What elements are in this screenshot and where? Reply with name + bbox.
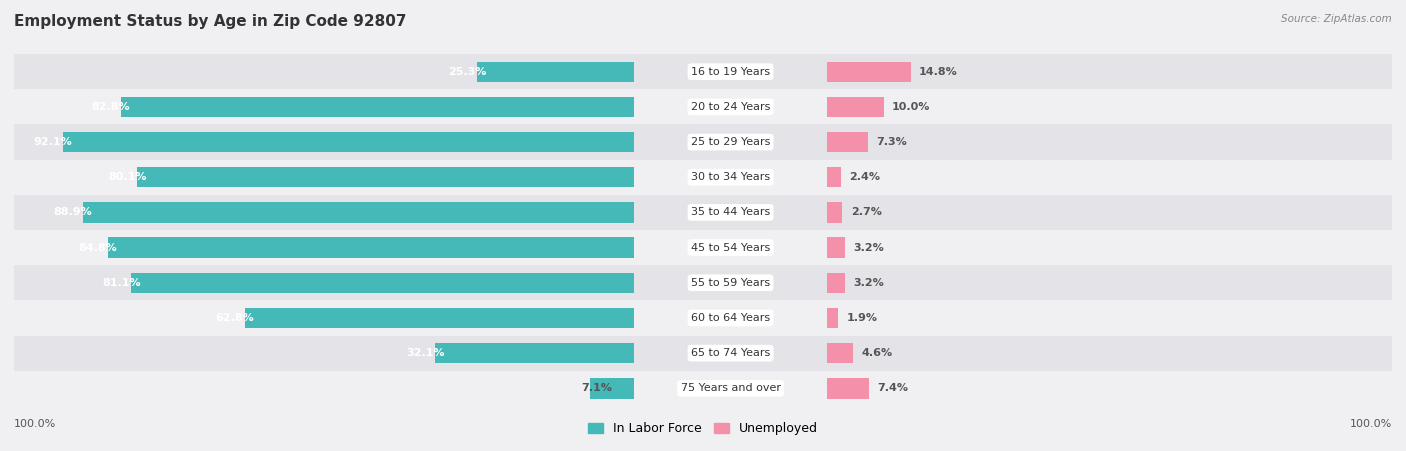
Bar: [827, 371, 1392, 406]
Bar: [634, 89, 827, 124]
Bar: [245, 308, 634, 328]
Bar: [634, 54, 827, 89]
Text: 55 to 59 Years: 55 to 59 Years: [690, 278, 770, 288]
Bar: [634, 124, 827, 160]
Text: Source: ZipAtlas.com: Source: ZipAtlas.com: [1281, 14, 1392, 23]
Text: Employment Status by Age in Zip Code 92807: Employment Status by Age in Zip Code 928…: [14, 14, 406, 28]
Bar: [14, 300, 634, 336]
Text: 10.0%: 10.0%: [891, 102, 931, 112]
Text: 92.1%: 92.1%: [34, 137, 72, 147]
Text: 7.3%: 7.3%: [877, 137, 907, 147]
Legend: In Labor Force, Unemployed: In Labor Force, Unemployed: [583, 417, 823, 440]
Bar: [14, 89, 634, 124]
Bar: [434, 343, 634, 364]
Bar: [83, 202, 634, 223]
Text: 65 to 74 Years: 65 to 74 Years: [690, 348, 770, 358]
Text: 35 to 44 Years: 35 to 44 Years: [690, 207, 770, 217]
Bar: [14, 124, 634, 160]
Bar: [14, 195, 634, 230]
Bar: [827, 124, 1392, 160]
Text: 88.9%: 88.9%: [53, 207, 93, 217]
Text: 16 to 19 Years: 16 to 19 Years: [690, 67, 770, 77]
Bar: [477, 61, 634, 82]
Bar: [63, 132, 634, 152]
Text: 45 to 54 Years: 45 to 54 Years: [690, 243, 770, 253]
Bar: [14, 265, 634, 300]
Text: 81.1%: 81.1%: [101, 278, 141, 288]
Text: 2.7%: 2.7%: [851, 207, 882, 217]
Text: 25 to 29 Years: 25 to 29 Years: [690, 137, 770, 147]
Bar: [827, 343, 853, 364]
Bar: [138, 167, 634, 188]
Text: 20 to 24 Years: 20 to 24 Years: [690, 102, 770, 112]
Text: 3.2%: 3.2%: [853, 243, 884, 253]
Bar: [634, 160, 827, 195]
Text: 84.8%: 84.8%: [79, 243, 118, 253]
Bar: [827, 97, 883, 117]
Bar: [827, 54, 1392, 89]
Text: 7.1%: 7.1%: [581, 383, 612, 393]
Text: 100.0%: 100.0%: [14, 419, 56, 429]
Bar: [827, 308, 838, 328]
Text: 3.2%: 3.2%: [853, 278, 884, 288]
Text: 14.8%: 14.8%: [920, 67, 957, 77]
Text: 60 to 64 Years: 60 to 64 Years: [690, 313, 770, 323]
Bar: [634, 300, 827, 336]
Bar: [827, 336, 1392, 371]
Bar: [591, 378, 634, 399]
Bar: [14, 160, 634, 195]
Bar: [827, 230, 1392, 265]
Bar: [14, 336, 634, 371]
Text: 80.1%: 80.1%: [108, 172, 146, 182]
Bar: [827, 195, 1392, 230]
Bar: [827, 132, 869, 152]
Bar: [827, 378, 869, 399]
Bar: [827, 61, 911, 82]
Text: 32.1%: 32.1%: [406, 348, 444, 358]
Text: 7.4%: 7.4%: [877, 383, 908, 393]
Bar: [827, 160, 1392, 195]
Text: 4.6%: 4.6%: [862, 348, 893, 358]
Bar: [131, 272, 634, 293]
Bar: [827, 300, 1392, 336]
Bar: [827, 167, 841, 188]
Bar: [634, 336, 827, 371]
Text: 62.8%: 62.8%: [215, 313, 254, 323]
Text: 82.8%: 82.8%: [91, 102, 129, 112]
Bar: [14, 54, 634, 89]
Bar: [634, 265, 827, 300]
Bar: [14, 230, 634, 265]
Text: 100.0%: 100.0%: [1350, 419, 1392, 429]
Text: 75 Years and over: 75 Years and over: [681, 383, 780, 393]
Bar: [827, 265, 1392, 300]
Bar: [634, 195, 827, 230]
Bar: [108, 237, 634, 258]
Bar: [121, 97, 634, 117]
Bar: [634, 230, 827, 265]
Bar: [827, 202, 842, 223]
Text: 30 to 34 Years: 30 to 34 Years: [690, 172, 770, 182]
Text: 2.4%: 2.4%: [849, 172, 880, 182]
Bar: [14, 371, 634, 406]
Text: 1.9%: 1.9%: [846, 313, 877, 323]
Bar: [827, 237, 845, 258]
Bar: [827, 89, 1392, 124]
Bar: [827, 272, 845, 293]
Text: 25.3%: 25.3%: [449, 67, 486, 77]
Bar: [634, 371, 827, 406]
